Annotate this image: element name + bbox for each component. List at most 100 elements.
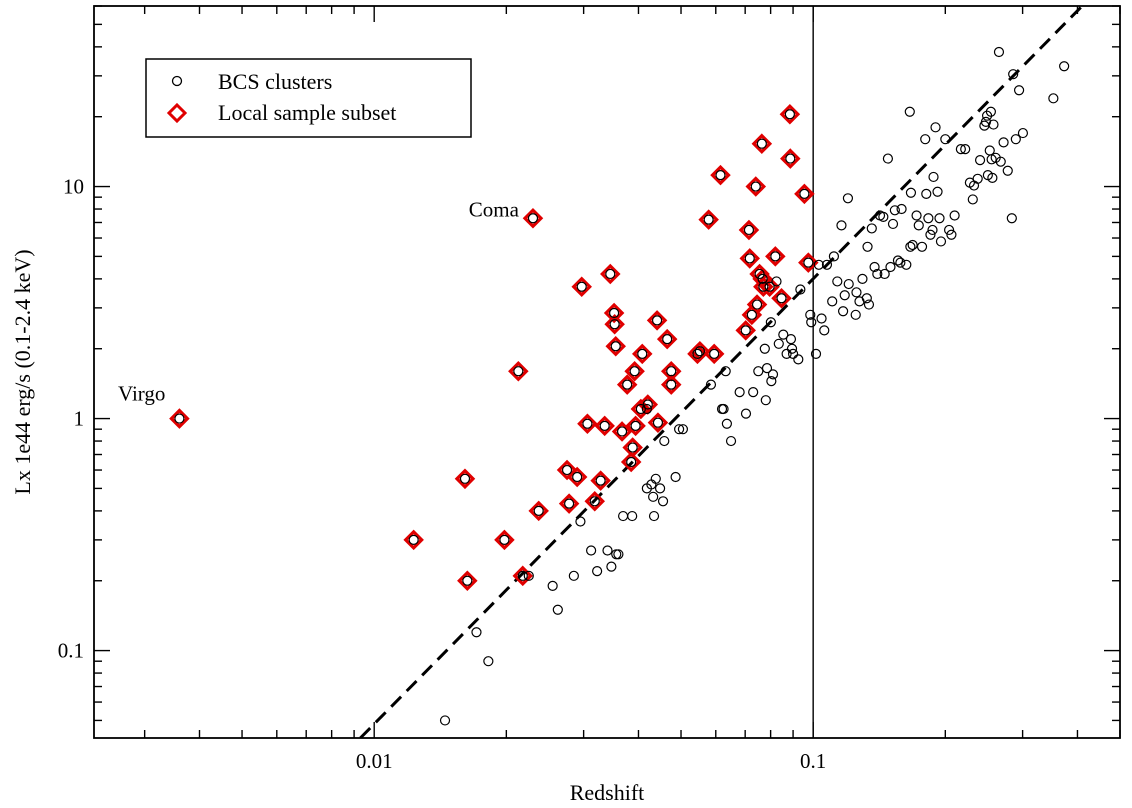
bcs-cluster-point xyxy=(862,241,873,252)
bcs-cluster-point xyxy=(861,293,872,304)
bcs-cluster-point xyxy=(547,580,558,592)
bcs-cluster-point xyxy=(523,570,534,581)
bcs-cluster-point xyxy=(882,153,894,164)
bcs-cluster-point xyxy=(932,186,943,197)
bcs-cluster-point xyxy=(618,510,629,522)
bcs-cluster-point xyxy=(905,241,916,252)
bcs-cluster-point xyxy=(998,137,1009,148)
local-sample-point xyxy=(584,491,606,512)
bcs-cluster-point xyxy=(674,424,685,435)
bcs-cluster-point xyxy=(582,418,593,429)
bcs-cluster-point xyxy=(750,181,761,192)
local-sample-point xyxy=(710,164,731,186)
bcs-cluster-point xyxy=(627,442,638,453)
bcs-cluster-point xyxy=(709,348,720,359)
local-sample-point xyxy=(746,294,768,315)
bcs-cluster-point xyxy=(589,496,600,507)
bcs-cluster-point xyxy=(459,473,471,484)
bcs-cluster-point xyxy=(810,348,822,359)
bcs-cluster-point xyxy=(1002,165,1013,176)
bcs-cluster-point xyxy=(666,379,677,390)
bcs-cluster-point xyxy=(743,224,755,236)
x-axis-title: Redshift xyxy=(570,780,645,805)
plot-frame xyxy=(93,5,1121,739)
y-tick-label: 1 xyxy=(74,407,85,431)
bcs-cluster-point xyxy=(785,153,796,164)
axis-ticks: 0.01 0.1 0.1 1 10 xyxy=(58,5,1121,773)
bcs-cluster-point xyxy=(863,299,875,310)
bcs-cluster-point xyxy=(787,348,799,359)
bcs-cluster-point xyxy=(785,334,797,345)
bcs-cluster-point xyxy=(740,325,751,336)
bcs-cluster-point xyxy=(703,214,714,225)
bcs-cluster-point xyxy=(920,134,931,145)
bcs-cluster-point xyxy=(651,315,663,326)
bcs-cluster-point xyxy=(662,334,673,345)
local-sample-point xyxy=(616,374,638,395)
bcs-cluster-point xyxy=(819,325,830,336)
bcs-cluster-point xyxy=(892,255,904,266)
bcs-cluster-point xyxy=(907,239,918,251)
annotations: Coma Virgo xyxy=(118,197,520,405)
local-sample-point xyxy=(566,466,588,488)
local-sample-point xyxy=(605,335,626,357)
annotation-virgo: Virgo xyxy=(118,382,165,406)
local-sample-point xyxy=(745,176,767,197)
bcs-cluster-point xyxy=(552,604,563,615)
local-sample-point xyxy=(522,207,544,229)
bcs-cluster-point xyxy=(576,281,587,292)
bcs-cluster-point xyxy=(843,278,854,290)
bcs-cluster-point xyxy=(657,496,669,507)
bcs-cluster-point xyxy=(921,188,932,199)
bcs-cluster-point xyxy=(913,220,924,231)
local-sample-point xyxy=(622,437,643,458)
local-sample-point xyxy=(751,133,773,154)
local-sample-point xyxy=(611,421,633,442)
bcs-cluster-point xyxy=(572,471,583,483)
local-sample-point xyxy=(703,343,725,365)
legend: BCS clusters Local sample subset xyxy=(145,58,472,138)
bcs-cluster-point xyxy=(1059,61,1070,72)
bcs-cluster-point xyxy=(837,306,849,317)
bcs-cluster-point xyxy=(637,348,648,359)
bcs-cluster-point xyxy=(753,366,764,377)
bcs-cluster-point xyxy=(642,399,653,410)
bcs-cluster-point xyxy=(592,566,603,577)
bcs-cluster-point xyxy=(677,424,689,435)
bcs-cluster-point xyxy=(770,251,781,262)
y-tick-label: 0.1 xyxy=(58,639,84,663)
bcs-cluster-point xyxy=(692,348,703,359)
local-sample-point xyxy=(603,302,625,324)
local-sample-point xyxy=(600,263,621,285)
bcs-cluster-point xyxy=(606,561,617,572)
bcs-cluster-point xyxy=(940,134,951,145)
local-sample-point xyxy=(571,276,592,297)
legend-marker-diamond xyxy=(166,102,188,124)
bcs-cluster-point xyxy=(786,343,798,354)
bcs-cluster-point xyxy=(748,387,759,398)
bcs-cluster-point xyxy=(626,456,637,468)
bcs-cluster-point xyxy=(771,276,782,287)
bcs-cluster-point xyxy=(630,420,641,431)
bcs-cluster-point xyxy=(827,296,838,307)
bcs-cluster-point xyxy=(839,290,850,301)
local-sample-point xyxy=(457,570,478,592)
local-sample-point xyxy=(604,313,625,335)
bcs-cluster-point xyxy=(795,284,806,295)
bcs-cluster-point xyxy=(896,203,907,215)
bcs-cluster-point xyxy=(720,366,731,377)
bcs-cluster-point xyxy=(715,170,726,181)
bcs-cluster-point xyxy=(832,276,843,287)
local-sample-point xyxy=(556,459,578,481)
bcs-cluster-point xyxy=(904,106,915,117)
bcs-cluster-point xyxy=(767,369,779,380)
bcs-cluster-point xyxy=(659,435,670,447)
bcs-cluster-point xyxy=(629,366,640,377)
local-sample-point xyxy=(689,341,711,362)
bcs-cluster-point xyxy=(995,156,1006,167)
bcs-cluster-point xyxy=(740,408,752,419)
bcs-cluster-point xyxy=(756,138,767,149)
local-sample-point xyxy=(798,252,819,273)
bcs-cluster-point xyxy=(993,46,1005,58)
bcs-cluster-point xyxy=(857,273,868,284)
